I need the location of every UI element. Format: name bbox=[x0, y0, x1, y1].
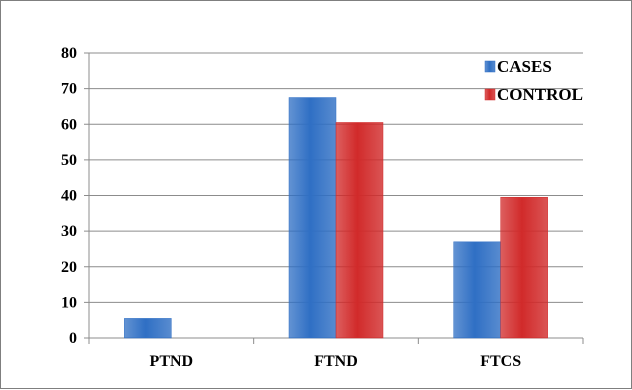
bar-control-ftnd bbox=[335, 122, 384, 339]
bar-control-ftcs bbox=[500, 197, 548, 339]
y-tick-label: 0 bbox=[69, 330, 77, 347]
x-tick-label: FTND bbox=[314, 353, 358, 370]
x-tick-label: FTCS bbox=[480, 353, 521, 370]
y-tick-label: 40 bbox=[61, 188, 77, 205]
legend-swatch-control bbox=[484, 88, 496, 101]
legend-label-control: CONTROL bbox=[497, 85, 583, 104]
bar-cases-ftcs bbox=[453, 241, 501, 339]
y-tick-label: 20 bbox=[61, 259, 77, 276]
legend-swatch-cases bbox=[484, 60, 496, 73]
bar-cases-ptnd bbox=[124, 318, 172, 339]
y-tick-label: 80 bbox=[61, 45, 77, 62]
y-tick-label: 50 bbox=[61, 152, 77, 169]
x-tick-label: PTND bbox=[150, 353, 194, 370]
y-tick-label: 10 bbox=[61, 294, 77, 311]
x-axis: PTND FTND FTCS bbox=[88, 337, 584, 370]
legend: CASES CONTROL bbox=[484, 57, 583, 104]
legend-label-cases: CASES bbox=[497, 57, 552, 76]
y-tick-label: 60 bbox=[61, 116, 77, 133]
y-axis: 0 10 20 30 40 50 60 70 80 bbox=[61, 45, 90, 347]
y-tick-label: 30 bbox=[61, 223, 77, 240]
y-tick-label: 70 bbox=[61, 81, 77, 98]
bar-cases-ftnd bbox=[288, 97, 337, 339]
bars bbox=[124, 97, 548, 339]
